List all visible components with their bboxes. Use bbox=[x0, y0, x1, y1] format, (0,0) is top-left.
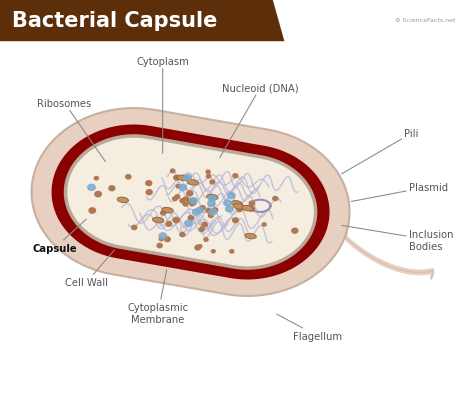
Ellipse shape bbox=[207, 195, 218, 200]
Polygon shape bbox=[71, 141, 310, 264]
Circle shape bbox=[273, 197, 278, 201]
Circle shape bbox=[166, 222, 172, 227]
Ellipse shape bbox=[177, 176, 189, 181]
Circle shape bbox=[88, 185, 95, 191]
Circle shape bbox=[249, 202, 255, 206]
Circle shape bbox=[212, 208, 218, 213]
Circle shape bbox=[190, 198, 197, 204]
Circle shape bbox=[196, 208, 203, 214]
Circle shape bbox=[164, 237, 170, 242]
Ellipse shape bbox=[231, 201, 242, 207]
Text: Cytoplasmic
Membrane: Cytoplasmic Membrane bbox=[128, 270, 189, 324]
Circle shape bbox=[187, 191, 193, 196]
Circle shape bbox=[224, 200, 231, 207]
Circle shape bbox=[180, 199, 184, 203]
Circle shape bbox=[292, 229, 298, 234]
Ellipse shape bbox=[245, 234, 256, 239]
Circle shape bbox=[262, 223, 266, 227]
Circle shape bbox=[109, 186, 115, 191]
Circle shape bbox=[94, 177, 99, 180]
Circle shape bbox=[146, 181, 152, 186]
Circle shape bbox=[188, 216, 193, 221]
Circle shape bbox=[180, 233, 185, 237]
Circle shape bbox=[173, 197, 177, 201]
Circle shape bbox=[233, 218, 238, 223]
Circle shape bbox=[211, 250, 215, 253]
Circle shape bbox=[131, 226, 137, 230]
Text: Plasmid: Plasmid bbox=[351, 182, 448, 202]
Circle shape bbox=[157, 244, 162, 248]
Circle shape bbox=[230, 250, 234, 253]
Circle shape bbox=[179, 185, 187, 191]
Circle shape bbox=[190, 203, 194, 207]
Circle shape bbox=[159, 238, 164, 241]
Circle shape bbox=[185, 221, 192, 227]
Text: Nucleoid (DNA): Nucleoid (DNA) bbox=[220, 83, 299, 158]
Ellipse shape bbox=[153, 218, 164, 223]
Circle shape bbox=[195, 246, 201, 250]
Circle shape bbox=[210, 209, 217, 215]
Circle shape bbox=[249, 207, 255, 212]
Text: Bacterial Capsule: Bacterial Capsule bbox=[12, 11, 217, 31]
Circle shape bbox=[126, 175, 131, 180]
Circle shape bbox=[159, 233, 166, 239]
Circle shape bbox=[89, 209, 96, 214]
Circle shape bbox=[202, 223, 207, 227]
Text: Capsule: Capsule bbox=[33, 220, 86, 253]
Circle shape bbox=[206, 175, 210, 178]
Circle shape bbox=[146, 190, 152, 195]
Circle shape bbox=[189, 201, 192, 204]
Circle shape bbox=[183, 203, 188, 207]
Circle shape bbox=[171, 170, 175, 173]
Text: ⚙ ScienceFacts.net: ⚙ ScienceFacts.net bbox=[394, 18, 455, 23]
Circle shape bbox=[173, 218, 180, 223]
Ellipse shape bbox=[242, 206, 253, 211]
Text: Cell Wall: Cell Wall bbox=[65, 250, 114, 288]
Ellipse shape bbox=[117, 198, 128, 203]
Circle shape bbox=[191, 201, 196, 206]
Polygon shape bbox=[32, 109, 349, 296]
Circle shape bbox=[198, 245, 202, 248]
Circle shape bbox=[206, 209, 211, 213]
Circle shape bbox=[183, 198, 188, 201]
Circle shape bbox=[188, 200, 194, 205]
Circle shape bbox=[161, 211, 165, 215]
Circle shape bbox=[237, 208, 242, 212]
Circle shape bbox=[199, 228, 204, 232]
Circle shape bbox=[175, 195, 180, 199]
Text: Ribosomes: Ribosomes bbox=[37, 99, 105, 162]
Polygon shape bbox=[65, 137, 316, 268]
Text: Inclusion
Bodies: Inclusion Bodies bbox=[342, 226, 453, 251]
Circle shape bbox=[228, 193, 235, 199]
Circle shape bbox=[209, 196, 216, 202]
Circle shape bbox=[184, 198, 189, 201]
Circle shape bbox=[200, 206, 205, 211]
Circle shape bbox=[204, 238, 208, 242]
Ellipse shape bbox=[162, 208, 173, 213]
Ellipse shape bbox=[187, 180, 199, 186]
Circle shape bbox=[176, 185, 180, 188]
Circle shape bbox=[174, 176, 180, 180]
Ellipse shape bbox=[233, 204, 245, 210]
Circle shape bbox=[208, 201, 215, 207]
Circle shape bbox=[191, 200, 195, 203]
Circle shape bbox=[226, 207, 233, 213]
Circle shape bbox=[192, 209, 200, 215]
Circle shape bbox=[185, 178, 190, 181]
Circle shape bbox=[95, 192, 101, 197]
Text: Flagellum: Flagellum bbox=[277, 314, 342, 341]
Circle shape bbox=[233, 174, 238, 178]
Text: Pili: Pili bbox=[342, 129, 419, 174]
Polygon shape bbox=[52, 125, 329, 280]
Circle shape bbox=[208, 210, 212, 214]
Circle shape bbox=[210, 180, 215, 184]
Circle shape bbox=[184, 175, 191, 181]
Text: Cytoplasm: Cytoplasm bbox=[137, 57, 189, 154]
Circle shape bbox=[206, 171, 210, 174]
Circle shape bbox=[209, 214, 213, 218]
